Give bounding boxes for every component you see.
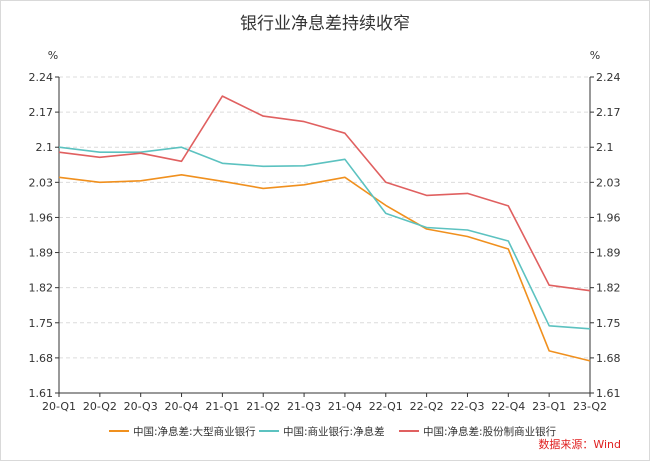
x-tick-label: 20-Q1 <box>42 400 76 413</box>
x-tick-label: 20-Q4 <box>165 400 199 413</box>
y-tick-label-right: 1.75 <box>596 317 621 330</box>
y-tick-label-right: 1.89 <box>596 247 621 260</box>
y-tick-label-right: 1.96 <box>596 211 621 224</box>
y-tick-label-left: 1.75 <box>29 317 54 330</box>
y-tick-label-right: 2.17 <box>596 106 621 119</box>
x-tick-label: 22-Q2 <box>410 400 444 413</box>
grid-lines <box>59 76 590 359</box>
x-tick-label: 21-Q2 <box>246 400 280 413</box>
legend-label-2: 中国:商业银行:净息差 <box>283 425 385 438</box>
x-tick-label: 21-Q1 <box>205 400 239 413</box>
legend-label-3: 中国:净息差:股份制商业银行 <box>423 425 557 438</box>
series-lines <box>58 95 591 362</box>
y-tick-label-left: 2.24 <box>29 71 54 84</box>
chart-title: 银行业净息差持续收窄 <box>240 14 410 34</box>
x-tick-label: 21-Q3 <box>287 400 321 413</box>
data-source: 数据来源：Wind <box>538 437 621 451</box>
series-line-2 <box>58 146 591 330</box>
y-tick-label-right: 1.82 <box>596 282 621 295</box>
y-tick-label-left: 2.1 <box>36 141 54 154</box>
y-tick-label-left: 1.82 <box>29 282 54 295</box>
y-unit-right: % <box>590 49 600 62</box>
legend-label-1: 中国:净息差:大型商业银行 <box>133 425 256 438</box>
series-line-3 <box>58 95 591 292</box>
x-tick-label: 22-Q3 <box>450 400 484 413</box>
x-tick-label: 21-Q4 <box>328 400 362 413</box>
y-tick-label-left: 1.96 <box>29 211 54 224</box>
x-tick-label: 20-Q2 <box>83 400 117 413</box>
y-tick-label-right: 2.03 <box>596 176 621 189</box>
x-tick-label: 20-Q3 <box>124 400 158 413</box>
y-tick-label-right: 1.68 <box>596 352 621 365</box>
x-tick-label: 23-Q1 <box>532 400 566 413</box>
y-tick-label-right: 1.61 <box>596 387 621 400</box>
y-tick-label-left: 1.89 <box>29 247 54 260</box>
y-tick-label-right: 2.24 <box>596 71 621 84</box>
y-tick-label-left: 2.03 <box>29 176 54 189</box>
y-tick-label-right: 2.1 <box>596 141 614 154</box>
axes: 1.61 1.61 1.68 1.68 1.75 1.75 1.82 1.82 1.89 1.89… <box>29 71 621 413</box>
y-unit-left: % <box>48 49 58 62</box>
x-tick-label: 23-Q2 <box>573 400 607 413</box>
y-tick-label-left: 1.61 <box>29 387 54 400</box>
y-tick-label-left: 2.17 <box>29 106 54 119</box>
legend: 中国:净息差:大型商业银行 中国:商业银行:净息差 中国:净息差:股份制商业银行 <box>109 425 557 438</box>
y-tick-label-left: 1.68 <box>29 352 54 365</box>
x-tick-label: 22-Q1 <box>369 400 403 413</box>
x-tick-label: 22-Q4 <box>491 400 525 413</box>
series-line-1 <box>58 174 591 362</box>
